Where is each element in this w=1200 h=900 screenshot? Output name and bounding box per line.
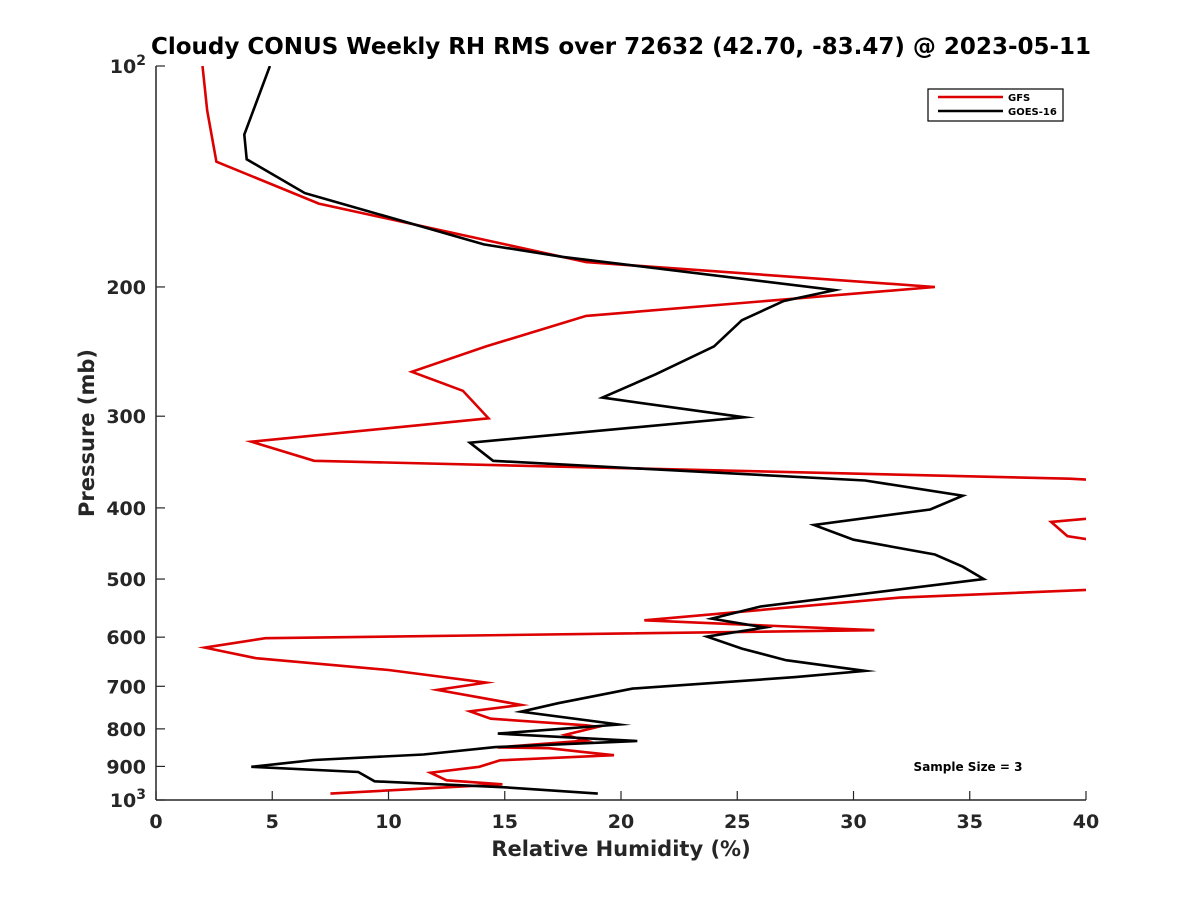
x-ticks: 0 5 10 15 20 25 30 35 40 xyxy=(149,791,1099,833)
x-tick-label: 0 xyxy=(149,811,162,833)
legend-box xyxy=(927,88,1064,122)
y-tick-label: 500 xyxy=(106,569,146,591)
x-tick-label: 20 xyxy=(608,811,634,833)
x-tick-label: 30 xyxy=(840,811,866,833)
legend-label-gfs: GFS xyxy=(1008,93,1030,104)
x-axis-label: Relative Humidity (%) xyxy=(491,837,750,861)
y-tick-label: 103 xyxy=(110,787,146,812)
x-tick-label: 40 xyxy=(1073,811,1099,833)
y-tick-label: 700 xyxy=(106,676,146,698)
y-axis-label: Pressure (mb) xyxy=(75,349,99,517)
series-line-goes16 xyxy=(242,66,988,795)
sample-size-annotation: Sample Size = 3 xyxy=(914,760,1023,774)
y-tick-label: 200 xyxy=(106,277,146,299)
chart-title: Cloudy CONUS Weekly RH RMS over 72632 (4… xyxy=(151,34,1091,60)
y-tick-label: 600 xyxy=(106,627,146,649)
x-tick-label: 5 xyxy=(266,811,279,833)
x-tick-label: 15 xyxy=(492,811,518,833)
legend-label-goes16: GOES-16 xyxy=(1008,107,1057,118)
y-tick-label: 900 xyxy=(106,756,146,778)
x-tick-label: 35 xyxy=(957,811,983,833)
y-tick-label: 800 xyxy=(106,719,146,741)
y-tick-label: 102 xyxy=(110,53,146,78)
legend: GFS GOES-16 xyxy=(927,88,1064,122)
y-tick-label: 400 xyxy=(106,498,146,520)
series-layer xyxy=(197,66,1086,795)
x-tick-label: 10 xyxy=(375,811,401,833)
x-tick-label: 25 xyxy=(724,811,750,833)
series-line-gfs xyxy=(197,66,1086,795)
y-ticks: 102 200 300 400 500 600 700 800 900 103 xyxy=(106,53,165,812)
y-tick-label: 300 xyxy=(106,406,146,428)
